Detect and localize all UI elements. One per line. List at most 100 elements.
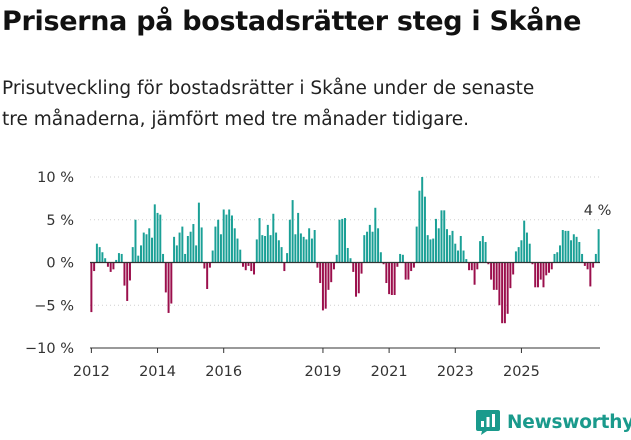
subtitle-line: tre månaderna, jämfört med tre månader t… (2, 109, 470, 130)
bar (321, 262, 324, 311)
bar (288, 219, 291, 263)
bar (525, 232, 528, 263)
bar (498, 262, 501, 306)
bar (134, 219, 137, 263)
bar (217, 219, 220, 263)
bar (302, 236, 305, 263)
brand-name: Newsworthy (507, 411, 631, 433)
bar (170, 262, 173, 304)
bar (206, 262, 209, 289)
bar (412, 262, 415, 268)
bar (388, 262, 391, 295)
bar (305, 239, 308, 263)
bar (222, 209, 225, 263)
bar (443, 210, 446, 263)
subtitle-line: Prisutveckling för bostadsrätter i Skåne… (2, 78, 535, 99)
bar (501, 262, 504, 324)
bar (459, 235, 462, 263)
y-tick-label: 10 % (37, 170, 74, 186)
bar (225, 214, 228, 263)
bar (93, 262, 96, 272)
bar (490, 262, 493, 280)
bar (330, 262, 333, 283)
brand-logo[interactable]: Newsworthy (475, 404, 631, 440)
bar (556, 252, 559, 263)
bar (561, 230, 564, 263)
bar (269, 235, 272, 263)
bar (197, 202, 200, 263)
bar (360, 262, 363, 274)
bar (454, 243, 457, 263)
bar (291, 200, 294, 263)
bar (230, 215, 233, 263)
bar (117, 253, 120, 263)
bar (429, 239, 432, 263)
bar (473, 262, 476, 285)
bar (355, 262, 358, 297)
bars (90, 177, 600, 324)
bar (104, 258, 107, 263)
bar (448, 235, 451, 263)
bar (189, 231, 192, 263)
bar (283, 262, 286, 272)
bar (390, 262, 393, 295)
bar (344, 218, 346, 263)
bar (101, 252, 104, 263)
x-axis-labels: 2012 2014 2016 2019 2021 2023 2025 (73, 348, 540, 380)
x-tick-label: 2012 (73, 364, 110, 380)
bar (396, 262, 399, 267)
bar (583, 262, 586, 266)
bar (415, 226, 418, 263)
bar-chart: 10 % 5 % 0 % −5 % −10 % 2012 2014 2016 2019 2021… (25, 170, 612, 380)
bar (421, 177, 424, 263)
bar (192, 224, 195, 263)
last-value-label: 4 % (584, 203, 612, 219)
bar (465, 259, 468, 263)
y-tick-label: −10 % (25, 341, 74, 357)
bar (299, 233, 302, 263)
bar (178, 232, 181, 263)
bar (440, 210, 443, 263)
bar (575, 236, 578, 263)
bar (426, 235, 429, 263)
bar (434, 218, 437, 263)
bar (186, 235, 189, 263)
bar (446, 229, 448, 263)
bar (570, 240, 573, 263)
bar (275, 232, 278, 263)
bar (371, 231, 374, 263)
bar (115, 259, 118, 263)
bar (589, 262, 592, 287)
bar (242, 262, 244, 267)
bar (393, 262, 396, 295)
bar (534, 262, 537, 288)
newsworthy-logo-icon (476, 409, 500, 435)
bar (528, 243, 531, 263)
bar (352, 262, 355, 272)
bar (173, 236, 176, 263)
bar (578, 241, 581, 263)
bar (175, 245, 178, 263)
bar (341, 218, 344, 263)
bar (509, 262, 512, 289)
axis (90, 261, 600, 349)
bar (120, 253, 123, 263)
bar (399, 253, 402, 263)
bar (451, 230, 454, 263)
bar (253, 262, 256, 275)
bar (156, 212, 159, 263)
x-tick-label: 2019 (304, 364, 341, 380)
bar (385, 262, 388, 284)
bar (247, 262, 250, 266)
bar (145, 234, 148, 263)
bar (112, 262, 115, 270)
bar (148, 228, 151, 263)
bar (219, 234, 222, 263)
bar (244, 262, 247, 271)
bar (404, 262, 407, 280)
bar (266, 224, 269, 263)
bar (437, 228, 440, 263)
bar (592, 262, 595, 268)
bar (401, 254, 404, 263)
bar (316, 262, 319, 268)
